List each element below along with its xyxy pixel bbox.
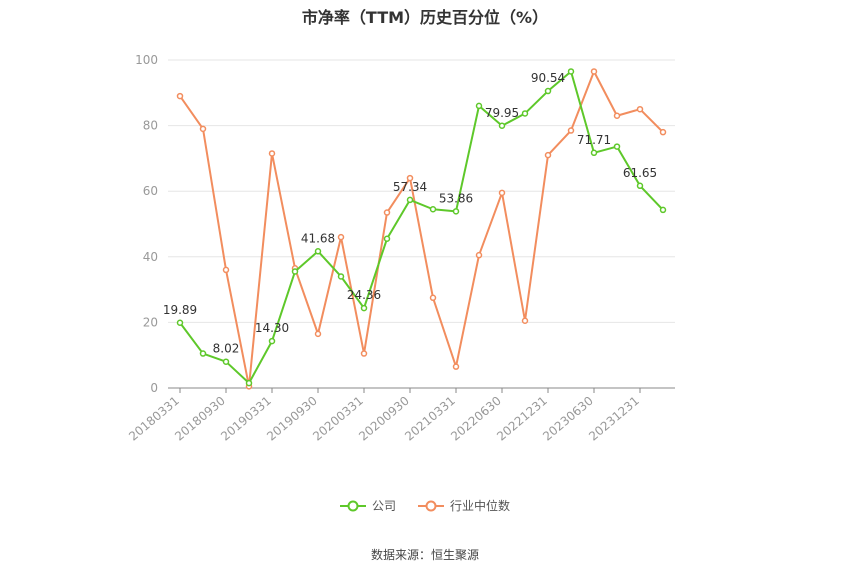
y-tick-label: 80 — [143, 119, 158, 133]
data-label: 57.34 — [393, 180, 427, 194]
data-point-industry — [222, 266, 230, 274]
data-point-industry — [360, 350, 368, 357]
data-point-company — [406, 196, 414, 204]
data-point-company — [613, 143, 621, 150]
data-point-company — [245, 379, 253, 387]
series-line-industry — [179, 70, 664, 388]
legend-industry-label: 行业中位数 — [450, 499, 511, 513]
data-point-company — [176, 319, 184, 327]
data-point-company — [314, 248, 322, 255]
legend-industry-marker — [418, 500, 444, 511]
x-tick-label: 20210331 — [402, 394, 458, 444]
data-point-company — [452, 208, 460, 215]
data-point-company — [659, 206, 667, 214]
legend: 公司 行业中位数 — [0, 497, 850, 514]
data-label: 14.30 — [255, 321, 289, 335]
x-tick-label: 20190930 — [264, 394, 320, 444]
data-point-industry — [590, 68, 598, 75]
data-label: 71.71 — [577, 133, 611, 147]
legend-company-marker — [339, 500, 366, 511]
data-label: 41.68 — [301, 231, 335, 245]
data-point-company — [199, 350, 207, 357]
legend-item-company[interactable]: 公司 — [339, 497, 396, 514]
data-point-industry — [567, 127, 575, 134]
data-point-company — [291, 268, 299, 275]
data-point-industry — [613, 112, 621, 120]
data-point-industry — [268, 150, 276, 157]
series-line-company — [179, 70, 664, 385]
data-point-company — [360, 304, 368, 312]
chart-title: 市净率（TTM）历史百分位（%） — [301, 8, 549, 27]
x-tick-label: 20230630 — [540, 394, 596, 444]
x-tick-label: 20180930 — [172, 394, 228, 444]
data-label: 24.36 — [347, 288, 381, 302]
data-label: 53.86 — [439, 191, 473, 205]
x-tick-label: 20231231 — [586, 394, 642, 444]
data-label: 19.89 — [163, 303, 197, 317]
data-point-company — [475, 102, 483, 110]
data-point-company — [222, 358, 230, 365]
data-point-industry — [452, 363, 460, 370]
data-point-industry — [636, 105, 644, 113]
data-point-industry — [383, 209, 391, 216]
data-label: 61.65 — [623, 166, 657, 180]
data-point-company — [521, 110, 529, 117]
x-tick-label: 20221231 — [494, 394, 550, 444]
data-point-industry — [314, 330, 322, 338]
data-point-company — [498, 122, 506, 130]
data-point-company — [383, 235, 391, 243]
data-point-industry — [199, 125, 207, 133]
data-point-industry — [475, 251, 483, 259]
y-tick-label: 0 — [150, 381, 158, 395]
y-tick-label: 60 — [143, 184, 158, 198]
data-point-company — [544, 87, 552, 95]
data-point-industry — [176, 92, 184, 100]
y-tick-label: 20 — [143, 315, 158, 329]
data-source-note: 数据来源：恒生聚源 — [370, 548, 479, 562]
data-point-company — [268, 337, 276, 345]
data-point-industry — [337, 233, 345, 241]
data-point-company — [567, 68, 575, 75]
data-point-industry — [429, 294, 437, 302]
x-tick-label: 20200930 — [356, 394, 412, 444]
x-tick-label: 20180331 — [126, 394, 182, 444]
y-tick-label: 100 — [135, 53, 158, 67]
data-point-industry — [521, 317, 529, 325]
legend-item-industry[interactable]: 行业中位数 — [418, 497, 510, 514]
data-point-company — [429, 205, 437, 213]
legend-company-label: 公司 — [371, 499, 396, 513]
data-label: 79.95 — [485, 106, 519, 120]
data-point-industry — [498, 189, 506, 197]
data-label: 8.02 — [213, 342, 240, 356]
data-label: 90.54 — [531, 71, 565, 85]
x-tick-label: 20220630 — [448, 394, 504, 444]
x-tick-label: 20200331 — [310, 394, 366, 444]
data-point-industry — [406, 174, 414, 182]
data-point-industry — [544, 151, 552, 159]
data-point-company — [590, 149, 598, 157]
data-point-company — [636, 182, 644, 190]
data-point-industry — [659, 128, 667, 136]
y-tick-label: 40 — [143, 250, 158, 264]
x-tick-label: 20190331 — [218, 394, 274, 444]
data-point-company — [337, 273, 345, 280]
